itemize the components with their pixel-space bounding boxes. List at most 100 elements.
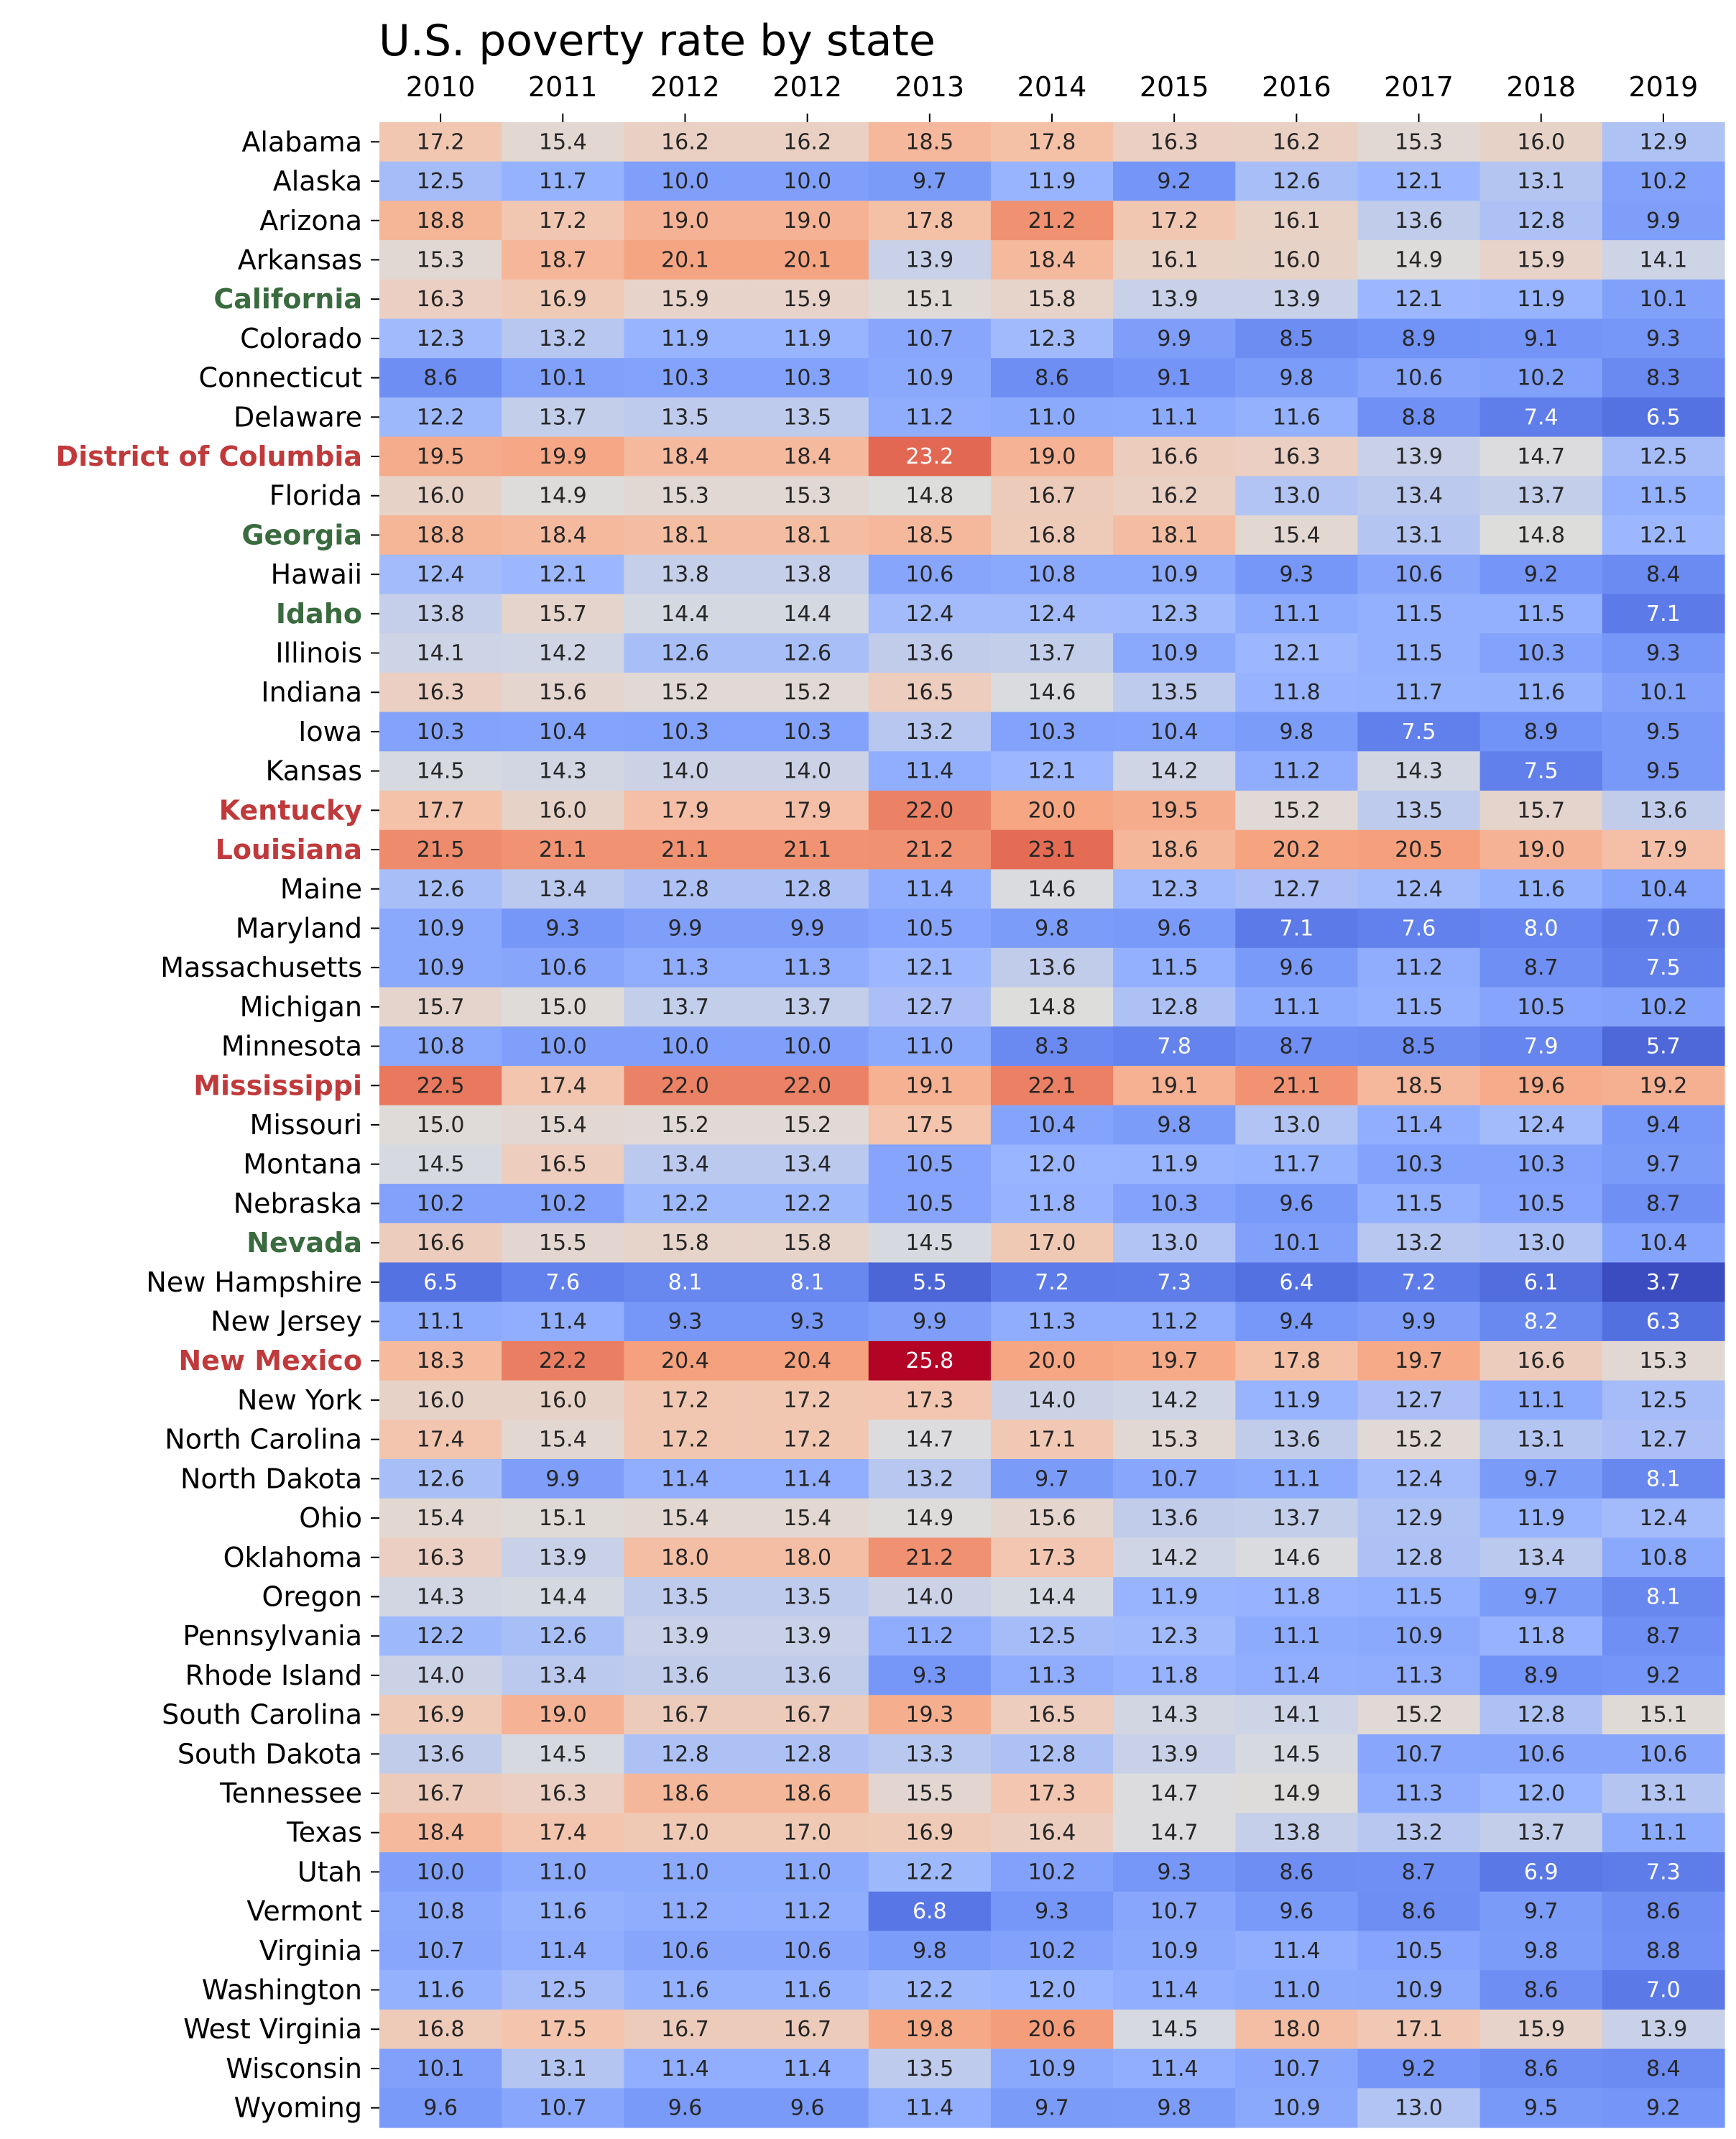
cell-value-label: 18.5: [905, 523, 954, 548]
cell-value-label: 9.9: [790, 916, 825, 941]
heatmap-cell: [1602, 1459, 1725, 1499]
cell-value-label: 16.6: [1150, 444, 1199, 469]
heatmap-cell: [868, 1262, 992, 1302]
cell-value-label: 16.3: [417, 680, 465, 705]
cell-value-label: 11.3: [661, 955, 709, 980]
heatmap-cell: [1357, 397, 1481, 438]
cell-value-label: 11.0: [1028, 405, 1076, 430]
cell-value-label: 10.3: [1150, 1191, 1199, 1216]
row-label: Pennsylvania: [183, 1620, 362, 1652]
heatmap-cell: [990, 1026, 1114, 1067]
heatmap-cell: [379, 476, 502, 516]
cell-value-label: 14.1: [1640, 247, 1688, 272]
cell-value-label: 17.3: [1028, 1781, 1076, 1806]
heatmap-cell: [1235, 397, 1359, 438]
heatmap-cell: [1602, 515, 1725, 556]
cell-value-label: 17.1: [1028, 1427, 1076, 1453]
heatmap-cell: [868, 1813, 992, 1853]
heatmap-cell: [624, 791, 747, 831]
cell-value-label: 14.3: [1395, 759, 1443, 784]
cell-value-label: 15.2: [1395, 1703, 1443, 1728]
heatmap-cell: [990, 2009, 1114, 2050]
cell-value-label: 10.7: [539, 2096, 587, 2121]
heatmap-cell: [502, 633, 624, 673]
heatmap-cell: [1235, 476, 1359, 516]
cell-value-label: 9.2: [1524, 562, 1559, 587]
cell-value-label: 10.9: [1150, 1938, 1199, 1964]
heatmap-cell: [379, 1459, 502, 1499]
column-label: 2012: [650, 71, 720, 103]
heatmap-cell: [1479, 791, 1603, 831]
cell-value-label: 18.0: [661, 1545, 709, 1570]
heatmap-cell: [1113, 1262, 1236, 1302]
heatmap-cell: [1357, 1616, 1481, 1657]
cell-value-label: 14.4: [661, 602, 709, 627]
heatmap-cell: [1479, 1852, 1603, 1892]
cell-value-label: 9.9: [1402, 1310, 1436, 1335]
heatmap-cell: [379, 1655, 502, 1696]
heatmap-cell: [990, 908, 1114, 949]
heatmap-cell: [990, 1105, 1114, 1145]
heatmap-cell: [1479, 1537, 1603, 1578]
heatmap-cell: [1357, 2048, 1481, 2089]
heatmap-cell: [990, 1065, 1114, 1106]
heatmap-cell: [502, 1420, 624, 1460]
cell-value-label: 12.3: [417, 326, 465, 351]
heatmap-cell: [1113, 2088, 1236, 2128]
heatmap-cell: [868, 161, 992, 202]
heatmap-cell: [379, 1734, 502, 1775]
cell-value-label: 9.3: [913, 1663, 947, 1688]
cell-value-label: 9.3: [1157, 1859, 1191, 1885]
cell-value-label: 13.5: [1395, 798, 1443, 823]
heatmap-cell: [624, 633, 747, 673]
row-label: Illinois: [275, 638, 362, 669]
cell-value-label: 7.6: [1402, 916, 1436, 941]
cell-value-label: 11.0: [539, 1859, 587, 1885]
cell-value-label: 10.9: [905, 366, 954, 391]
cell-value-label: 11.9: [1028, 169, 1076, 194]
heatmap-cell: [379, 869, 502, 909]
heatmap-cell: [624, 751, 747, 791]
cell-value-label: 13.6: [1640, 798, 1688, 823]
cell-value-label: 10.1: [1640, 287, 1688, 312]
cell-value-label: 11.6: [417, 1978, 465, 2003]
cell-value-label: 10.9: [1273, 2096, 1321, 2121]
cell-value-label: 16.3: [1273, 444, 1321, 469]
heatmap-cell: [990, 1931, 1114, 1971]
row-label: Colorado: [240, 323, 362, 354]
heatmap-cell: [1357, 318, 1481, 359]
heatmap-cell: [502, 161, 624, 202]
heatmap-cell: [746, 201, 869, 241]
cell-value-label: 15.4: [1273, 523, 1321, 548]
cell-value-label: 18.1: [1150, 523, 1199, 548]
cell-value-label: 11.6: [1273, 405, 1321, 430]
heatmap-cell: [990, 2088, 1114, 2128]
cell-value-label: 10.0: [417, 1859, 465, 1885]
cell-value-label: 22.5: [417, 1073, 465, 1098]
row-label: Idaho: [276, 598, 362, 630]
cell-value-label: 12.9: [1395, 1506, 1443, 1531]
row-label: New Jersey: [211, 1306, 362, 1338]
row-label: Michigan: [240, 991, 362, 1023]
heatmap-cell: [1113, 987, 1236, 1027]
heatmap-cell: [502, 515, 624, 556]
cell-value-label: 11.9: [1517, 1506, 1565, 1531]
cell-value-label: 10.5: [905, 1191, 954, 1216]
cell-value-label: 17.3: [905, 1388, 954, 1413]
heatmap-cell: [1235, 1105, 1359, 1145]
cell-value-label: 22.0: [661, 1073, 709, 1098]
heatmap-cell: [379, 1380, 502, 1420]
cell-value-label: 6.9: [1524, 1859, 1559, 1885]
heatmap-cell: [1602, 712, 1725, 752]
heatmap-cell: [868, 436, 992, 477]
heatmap-cell: [1113, 2009, 1236, 2050]
cell-value-label: 9.8: [1157, 1113, 1191, 1138]
cell-value-label: 15.6: [1028, 1506, 1076, 1531]
heatmap-cell: [868, 1616, 992, 1657]
cell-value-label: 12.6: [661, 641, 709, 666]
cell-value-label: 16.8: [1028, 523, 1076, 548]
cell-value-label: 17.8: [1273, 1348, 1321, 1374]
cell-value-label: 13.9: [1395, 444, 1443, 469]
cell-value-label: 10.6: [539, 955, 587, 980]
heatmap-cell: [868, 201, 992, 241]
